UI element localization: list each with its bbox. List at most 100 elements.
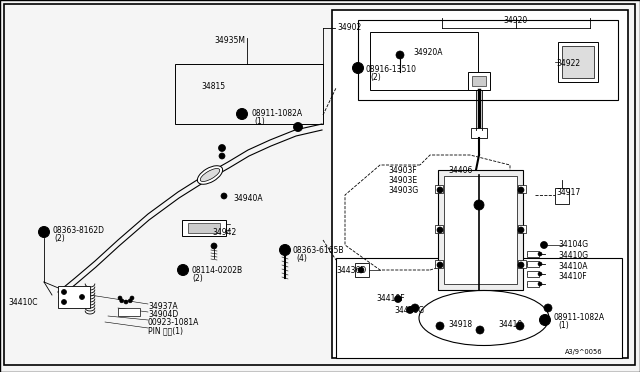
Text: 08911-1082A: 08911-1082A bbox=[252, 109, 303, 118]
Text: (2): (2) bbox=[54, 234, 65, 243]
Text: 34104G: 34104G bbox=[558, 240, 588, 249]
Circle shape bbox=[221, 193, 227, 199]
Text: V: V bbox=[356, 65, 360, 71]
Ellipse shape bbox=[419, 291, 549, 346]
Text: 34920A: 34920A bbox=[413, 48, 442, 57]
Circle shape bbox=[177, 264, 189, 276]
Circle shape bbox=[437, 187, 443, 193]
Circle shape bbox=[479, 328, 481, 331]
Bar bbox=[518, 185, 526, 193]
Bar bbox=[527, 281, 539, 287]
Text: 34902: 34902 bbox=[337, 23, 361, 32]
Ellipse shape bbox=[200, 169, 220, 182]
Circle shape bbox=[223, 195, 225, 197]
Circle shape bbox=[411, 304, 419, 312]
Text: 34410F: 34410F bbox=[558, 272, 587, 281]
Text: 34940A: 34940A bbox=[233, 194, 262, 203]
Bar bbox=[332, 10, 628, 358]
Circle shape bbox=[61, 299, 67, 305]
Bar bbox=[358, 20, 618, 100]
Circle shape bbox=[396, 51, 404, 59]
Circle shape bbox=[540, 314, 550, 326]
Text: N: N bbox=[239, 112, 244, 116]
Text: 34937A: 34937A bbox=[148, 302, 178, 311]
Bar bbox=[188, 223, 220, 233]
Circle shape bbox=[130, 296, 134, 300]
Circle shape bbox=[544, 304, 552, 312]
Text: 34904D: 34904D bbox=[148, 310, 179, 319]
Bar bbox=[527, 261, 539, 267]
Text: 34410: 34410 bbox=[498, 320, 522, 329]
Text: 34917: 34917 bbox=[556, 188, 580, 197]
Circle shape bbox=[518, 227, 524, 233]
Text: 34410F: 34410F bbox=[376, 294, 404, 303]
Bar bbox=[562, 46, 594, 78]
Circle shape bbox=[398, 53, 402, 57]
Text: 08363-8162D: 08363-8162D bbox=[52, 226, 104, 235]
Circle shape bbox=[211, 243, 217, 249]
Circle shape bbox=[237, 109, 248, 119]
Text: (2): (2) bbox=[192, 274, 203, 283]
Text: 08916-13510: 08916-13510 bbox=[366, 65, 417, 74]
Circle shape bbox=[406, 307, 413, 314]
Text: 34942: 34942 bbox=[212, 228, 236, 237]
Bar bbox=[471, 128, 487, 138]
Bar bbox=[370, 32, 478, 90]
Circle shape bbox=[61, 289, 67, 295]
Circle shape bbox=[120, 299, 124, 303]
Text: A3/9^0056: A3/9^0056 bbox=[565, 349, 602, 355]
Bar bbox=[558, 42, 598, 82]
Circle shape bbox=[477, 203, 481, 207]
Text: N: N bbox=[543, 317, 547, 323]
Circle shape bbox=[538, 282, 542, 286]
Circle shape bbox=[518, 187, 524, 193]
Text: 00923-1081A: 00923-1081A bbox=[148, 318, 200, 327]
Text: PIN ピン(1): PIN ピン(1) bbox=[148, 326, 183, 335]
Bar bbox=[336, 258, 622, 358]
Circle shape bbox=[518, 324, 522, 327]
Text: B: B bbox=[181, 267, 185, 273]
Circle shape bbox=[124, 300, 128, 304]
Circle shape bbox=[474, 200, 484, 210]
Bar bbox=[175, 64, 323, 124]
Text: 34410G: 34410G bbox=[558, 251, 588, 260]
Circle shape bbox=[394, 295, 401, 302]
Circle shape bbox=[538, 272, 542, 276]
Text: 34410G: 34410G bbox=[394, 306, 424, 315]
Bar bbox=[435, 185, 443, 193]
Text: 34436D: 34436D bbox=[336, 266, 366, 275]
Text: 34903G: 34903G bbox=[388, 186, 419, 195]
Circle shape bbox=[118, 296, 122, 300]
Circle shape bbox=[437, 262, 443, 268]
Bar bbox=[58, 286, 90, 308]
Circle shape bbox=[294, 122, 303, 131]
Circle shape bbox=[538, 262, 542, 266]
Text: 34410A: 34410A bbox=[558, 262, 588, 271]
Bar bbox=[435, 260, 443, 268]
Ellipse shape bbox=[197, 166, 223, 184]
Text: 34918: 34918 bbox=[448, 320, 472, 329]
Circle shape bbox=[296, 125, 300, 129]
Circle shape bbox=[128, 299, 132, 303]
Text: S: S bbox=[42, 230, 46, 234]
Bar bbox=[468, 72, 490, 90]
Bar bbox=[118, 308, 140, 316]
Circle shape bbox=[280, 244, 291, 256]
Circle shape bbox=[547, 307, 550, 310]
Circle shape bbox=[541, 241, 547, 248]
Circle shape bbox=[538, 252, 542, 256]
Text: 34903F: 34903F bbox=[388, 166, 417, 175]
Bar bbox=[438, 170, 523, 290]
Circle shape bbox=[413, 307, 417, 310]
Text: S: S bbox=[283, 247, 287, 253]
Text: 08114-0202B: 08114-0202B bbox=[191, 266, 242, 275]
Circle shape bbox=[218, 144, 225, 151]
Circle shape bbox=[438, 324, 442, 327]
Bar bbox=[472, 76, 486, 86]
Text: 34920: 34920 bbox=[503, 16, 527, 25]
Bar bbox=[182, 220, 226, 236]
Bar bbox=[444, 176, 517, 284]
Bar bbox=[518, 260, 526, 268]
Text: 34903E: 34903E bbox=[388, 176, 417, 185]
Circle shape bbox=[476, 326, 484, 334]
